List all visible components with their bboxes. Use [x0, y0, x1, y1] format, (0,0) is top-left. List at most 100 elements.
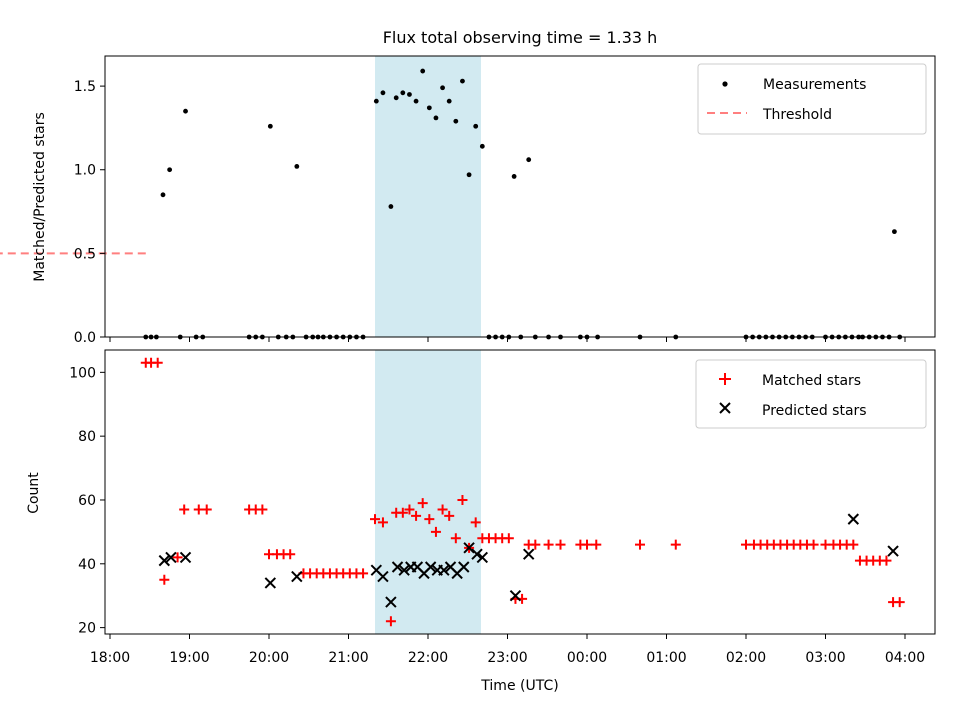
predicted-point — [424, 561, 437, 573]
predicted-point — [887, 545, 899, 557]
matched-point — [543, 539, 554, 550]
matched-point — [894, 597, 905, 608]
ratio-panel: 0.0 0.5 1.0 1.5 Matched/Predicted stars Mea… — [0, 55, 936, 346]
predicted-legend-marker — [719, 402, 731, 414]
count-legend-box — [695, 359, 927, 429]
predicted-point — [264, 577, 277, 589]
matched-point — [172, 552, 183, 563]
matched-point — [285, 549, 296, 560]
count-y-tick-label: 20 — [78, 621, 96, 637]
measurement-point — [473, 123, 479, 129]
matched-point — [397, 507, 408, 518]
matched-point — [370, 514, 380, 525]
predicted-point — [847, 513, 860, 525]
count-x-tick-label: 23:00 — [487, 650, 527, 666]
predicted-point — [438, 564, 450, 576]
matched-point — [555, 539, 566, 550]
count-panel: 20 40 60 80 100 18:00 19:00 20:00 21:00 22:00 23:… — [26, 349, 936, 694]
measurement-point — [426, 105, 432, 111]
measurement-point — [526, 157, 532, 163]
count-legend: Matched stars Predicted stars — [695, 359, 927, 429]
measurement-point — [380, 90, 386, 96]
matched-point — [670, 539, 681, 550]
predicted-point — [385, 596, 397, 608]
matched-point — [424, 514, 435, 525]
predicted-point — [291, 570, 303, 583]
predicted-point — [391, 561, 404, 573]
matched-point — [417, 498, 428, 509]
measurement-point — [294, 163, 300, 169]
predicted-point — [509, 590, 522, 602]
chart-title: Flux total observing time = 1.33 h — [383, 28, 658, 47]
count-x-tick-label: 04:00 — [885, 650, 925, 666]
matched-legend-marker — [719, 373, 731, 385]
predicted-point — [458, 561, 470, 573]
count-x-tick-label: 21:00 — [328, 650, 368, 666]
matched-point — [503, 533, 514, 544]
matched-point — [881, 555, 892, 566]
measurement-point — [373, 98, 379, 104]
matched-point — [450, 533, 461, 544]
matched-point — [591, 539, 602, 550]
measurement-point — [420, 68, 426, 74]
ratio-legend-box — [697, 63, 927, 135]
matched-point — [377, 517, 388, 528]
count-x-tick-label: 18:00 — [90, 650, 130, 666]
count-x-tick-label: 19:00 — [169, 650, 209, 666]
matched-point — [444, 510, 455, 521]
matched-point — [201, 504, 212, 515]
count-y-axis-label: Count — [26, 472, 42, 514]
predicted-point — [463, 542, 475, 554]
measurement-point — [400, 90, 406, 96]
ratio-y-tick-label: 0.5 — [74, 246, 96, 262]
predicted-point — [165, 551, 177, 564]
measurement-point — [183, 108, 188, 114]
measurement-point — [393, 95, 399, 101]
matched-point — [358, 568, 369, 579]
matched-point — [385, 616, 396, 627]
measurement-point — [466, 172, 472, 178]
measurement-point — [460, 78, 465, 84]
count-x-tick-label: 03:00 — [805, 650, 845, 666]
count-y-tick-label: 100 — [69, 365, 96, 381]
ratio-shaded-span — [375, 56, 481, 337]
count-shaded-span — [375, 350, 481, 634]
measurement-point — [388, 204, 394, 209]
ratio-y-axis-label: Matched/Predicted stars — [32, 112, 48, 282]
matched-point — [411, 510, 422, 521]
matched-point — [635, 539, 645, 550]
matched-point — [530, 539, 541, 550]
count-x-tick-label: 20:00 — [249, 650, 289, 666]
matched-point — [457, 494, 468, 505]
matched-point — [437, 504, 448, 515]
measurements-legend-label: Measurements — [763, 77, 866, 93]
measurement-point — [407, 92, 412, 97]
count-x-tick-label: 22:00 — [408, 650, 448, 666]
threshold-legend-label: Threshold — [762, 107, 832, 123]
matched-point — [470, 517, 481, 528]
ratio-y-tick-label: 1.0 — [74, 163, 96, 179]
count-x-tick-label: 02:00 — [726, 650, 766, 666]
matched-point — [848, 539, 859, 550]
measurement-point — [160, 192, 166, 198]
count-y-tick-label: 60 — [78, 493, 96, 509]
measurement-point — [446, 98, 452, 104]
matched-point — [404, 504, 415, 515]
measurements-legend-marker — [722, 81, 728, 87]
ratio-y-tick-label: 0.0 — [74, 330, 96, 346]
matched-point — [159, 574, 170, 585]
predicted-point — [179, 551, 192, 564]
measurement-point — [511, 174, 517, 179]
ratio-plot-frame — [104, 55, 936, 338]
measurement-point — [267, 123, 273, 129]
count-plot-frame — [104, 349, 936, 635]
predicted-legend-label: Predicted stars — [762, 403, 867, 419]
predicted-point — [158, 554, 171, 567]
count-x-tick-label: 01:00 — [646, 650, 686, 666]
matched-point — [257, 504, 268, 515]
measurement-point — [413, 98, 419, 104]
measurement-point — [167, 167, 173, 173]
ratio-legend: Measurements Threshold — [697, 63, 927, 135]
measurement-point — [892, 229, 897, 235]
